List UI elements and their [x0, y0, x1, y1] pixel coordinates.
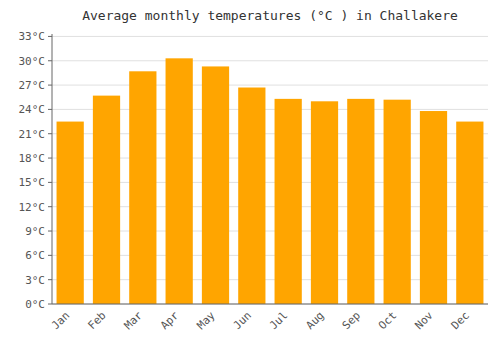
y-tick — [48, 182, 52, 183]
y-tick-label: 6°C — [25, 249, 45, 262]
x-tick-label: Oct — [376, 309, 399, 332]
chart-container: Average monthly temperatures (°C ) in Ch… — [0, 0, 500, 350]
y-tick — [48, 206, 52, 207]
x-tick-label: Aug — [303, 309, 326, 332]
grid — [52, 36, 488, 304]
y-tick-label: 27°C — [19, 79, 46, 92]
bar — [275, 99, 302, 304]
y-tick-label: 24°C — [19, 103, 46, 116]
y-tick-label: 21°C — [19, 128, 46, 141]
bar — [347, 99, 374, 304]
y-tick — [48, 85, 52, 86]
y-tick-label: 15°C — [19, 176, 46, 189]
y-tick — [48, 279, 52, 280]
grid-line — [52, 60, 488, 61]
y-tick — [48, 255, 52, 256]
x-tick-label: Mar — [122, 309, 146, 333]
bar — [93, 96, 120, 304]
title: Average monthly temperatures (°C ) in Ch… — [82, 8, 458, 23]
y-tick-label: 33°C — [19, 30, 46, 43]
x-tick-label: Dec — [449, 309, 472, 332]
y-tick — [48, 109, 52, 110]
bar — [384, 100, 411, 304]
grid-line — [52, 36, 488, 37]
x-axis-line — [52, 304, 488, 305]
y-tick — [48, 231, 52, 232]
bar — [311, 101, 338, 304]
x-tick-label: May — [194, 309, 218, 333]
bar — [129, 71, 156, 304]
y-tick-label: 18°C — [19, 152, 46, 165]
x-tick-label: Jan — [49, 309, 72, 332]
x-tick-label: Jun — [231, 309, 254, 332]
y-axis-line — [52, 34, 53, 304]
y-axis: 0°C 3°C 6°C 9°C 12°C 15°C 18°C 21°C 24°C 27°C 30°C… — [19, 30, 53, 311]
x-tick-label: Nov — [412, 309, 436, 333]
y-tick — [48, 133, 52, 134]
x-tick-label: Jul — [267, 309, 290, 332]
y-tick — [48, 158, 52, 159]
y-tick-label: 3°C — [25, 274, 45, 287]
y-tick — [48, 36, 52, 37]
x-tick-label: Sep — [340, 309, 363, 332]
bar — [456, 122, 483, 304]
y-tick — [48, 60, 52, 61]
bar — [57, 122, 84, 304]
page: {"chart_data": {"type": "bar", "title": … — [0, 0, 500, 350]
x-axis: Jan Feb Mar Apr May Jun Jul Aug Sep Oct Nov Dec — [49, 309, 472, 333]
y-tick-label: 30°C — [19, 55, 46, 68]
bar — [166, 58, 193, 304]
x-tick-label: Apr — [158, 309, 182, 333]
grid-line — [52, 304, 488, 305]
bar — [420, 111, 447, 304]
y-tick-label: 12°C — [19, 201, 46, 214]
y-tick — [48, 304, 52, 305]
chart: Average monthly temperatures (°C ) in Ch… — [0, 0, 500, 350]
bar — [238, 88, 265, 304]
y-tick-label: 0°C — [25, 298, 45, 311]
x-tick-label: Feb — [85, 309, 108, 332]
bar — [202, 66, 229, 304]
y-tick-label: 9°C — [25, 225, 45, 238]
bars — [57, 58, 484, 304]
grid-line — [52, 85, 488, 86]
